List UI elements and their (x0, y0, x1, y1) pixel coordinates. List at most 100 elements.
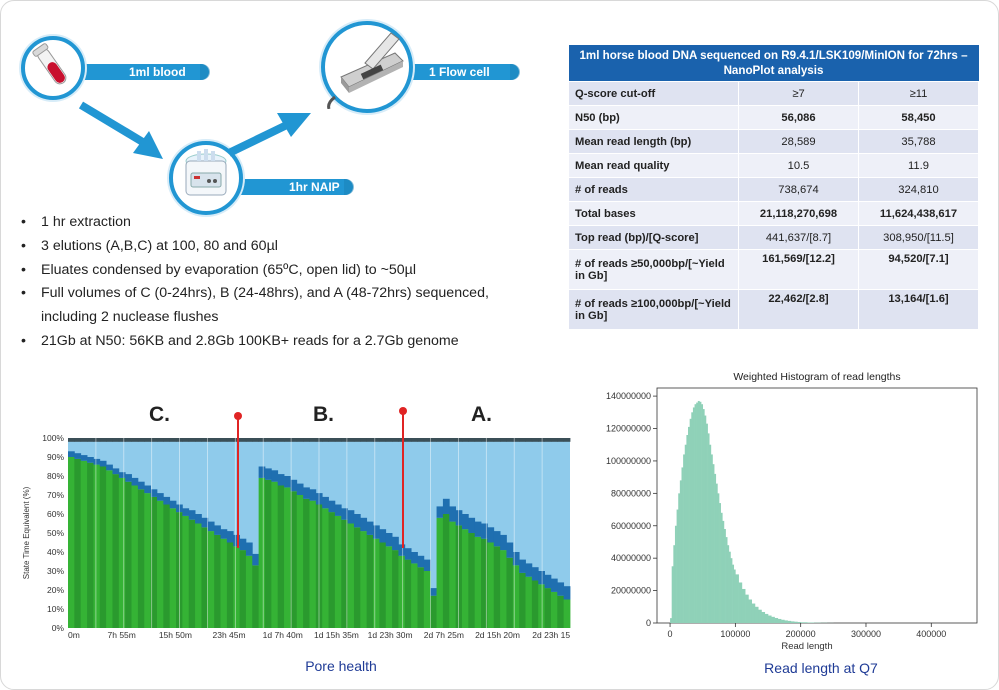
histogram-bar (797, 622, 801, 623)
bar-blue (245, 542, 253, 556)
bar-blue (150, 489, 158, 497)
bar-blue (271, 470, 279, 482)
table-row: Q-score cut-off ≥7 ≥11 (568, 81, 979, 106)
histogram-bar (725, 537, 728, 623)
bar-dark (188, 438, 196, 442)
bar-dark (131, 438, 139, 442)
histogram-bar (790, 621, 795, 623)
bar-dark (284, 438, 291, 442)
bar-blue (373, 525, 380, 539)
bar-blue (474, 521, 482, 537)
bullet-item: 3 elutions (A,B,C) at 100, 80 and 60µl (21, 235, 541, 259)
bar-blue (500, 534, 507, 551)
histogram-bar (678, 493, 681, 623)
histogram-bar (707, 433, 710, 623)
bar-blue (106, 464, 113, 471)
bar-blue (233, 534, 240, 547)
bar-blue (531, 567, 539, 581)
phase-label-c: C. (149, 403, 170, 426)
bar-dark (430, 438, 437, 442)
bar-dark (487, 438, 495, 442)
flush-marker-dot (234, 412, 242, 420)
bar-dark (264, 438, 272, 442)
bar-blue (449, 506, 457, 522)
nanoplot-table: 1ml horse blood DNA sequenced on R9.4.1/… (568, 45, 979, 330)
bar-blue (137, 481, 145, 490)
x-tick-label: 0 (668, 629, 673, 639)
histogram-bar (715, 483, 718, 623)
bar-green (525, 576, 533, 628)
table-cell-q7: 21,118,270,698 (738, 201, 859, 226)
histogram-bar (754, 606, 759, 623)
bar-green (303, 498, 310, 628)
bar-green (506, 557, 514, 628)
bar-dark (80, 438, 88, 442)
bar-blue (87, 457, 94, 463)
bar-dark (169, 438, 177, 442)
bar-blue (309, 489, 317, 501)
bar-dark (87, 438, 94, 442)
bar-blue (417, 555, 425, 568)
bar-blue (156, 493, 164, 501)
bar-blue (188, 510, 196, 520)
histogram-bar (679, 480, 682, 623)
bar-green (118, 477, 126, 628)
table-row-label: # of reads ≥100,000bp/[~Yield in Gb] (568, 289, 739, 330)
table-row: N50 (bp) 56,086 58,450 (568, 105, 979, 130)
bar-green (353, 527, 361, 628)
pore-health-chart: 0% 10% 20% 30% 40% 50% 60% 70% 80% 90% 100% State T… (22, 407, 571, 640)
table-row-label: # of reads ≥50,000bp/[~Yield in Gb] (568, 249, 739, 290)
histogram-bar (714, 473, 717, 623)
bar-dark (296, 438, 304, 442)
bar-blue (195, 514, 202, 524)
workflow-step-flowcell: 1 Flow cell (429, 65, 490, 79)
bar-blue (353, 514, 361, 528)
workflow-step-blood: 1ml blood (129, 65, 186, 79)
table-cell-q11: 324,810 (858, 177, 979, 202)
bar-blue (442, 498, 450, 514)
bar-green (290, 491, 298, 628)
bar-green (169, 508, 177, 628)
bar-dark (334, 438, 342, 442)
bar-dark (144, 438, 152, 442)
bar-green (322, 508, 329, 628)
bar-green (87, 462, 94, 628)
histogram-bar (691, 412, 694, 623)
bar-green (379, 542, 387, 628)
bar-blue (68, 451, 75, 457)
bar-blue (366, 521, 374, 535)
bar-dark (68, 438, 75, 442)
histogram-bar (777, 618, 782, 623)
bar-green (245, 555, 253, 628)
bar-blue (296, 483, 304, 495)
y-tick-label: 100000000 (606, 456, 651, 466)
histogram-title: Weighted Histogram of read lengths (733, 371, 900, 383)
histogram-bar (701, 404, 704, 623)
x-axis-label: Read length (781, 641, 832, 652)
table-cell-q11: 11.9 (858, 153, 979, 178)
histogram-bar (719, 503, 721, 623)
bar-green (214, 534, 221, 628)
y-tick-label: 60000000 (611, 521, 651, 531)
histogram-bar (702, 409, 705, 623)
table-cell-q11: ≥11 (858, 81, 979, 106)
bar-dark (461, 438, 469, 442)
bar-green (252, 565, 260, 628)
y-tick-label: 10% (47, 604, 64, 614)
phase-label-b: B. (313, 403, 334, 426)
table-cell-q7: 10.5 (738, 153, 859, 178)
table-row-label: Mean read length (bp) (568, 129, 739, 154)
bar-blue (290, 479, 298, 492)
bar-green (163, 504, 171, 628)
bar-green (284, 487, 291, 628)
histogram-bar (800, 622, 808, 623)
bar-dark (239, 438, 247, 442)
x-tick-label: 300000 (851, 629, 881, 639)
histogram-bar (720, 512, 723, 623)
bar-blue (360, 517, 368, 532)
histogram-bar (787, 620, 792, 623)
naip-instrument-icon (185, 149, 227, 196)
bar-dark (93, 438, 101, 442)
bar-dark (347, 438, 355, 442)
bar-dark (182, 438, 190, 442)
